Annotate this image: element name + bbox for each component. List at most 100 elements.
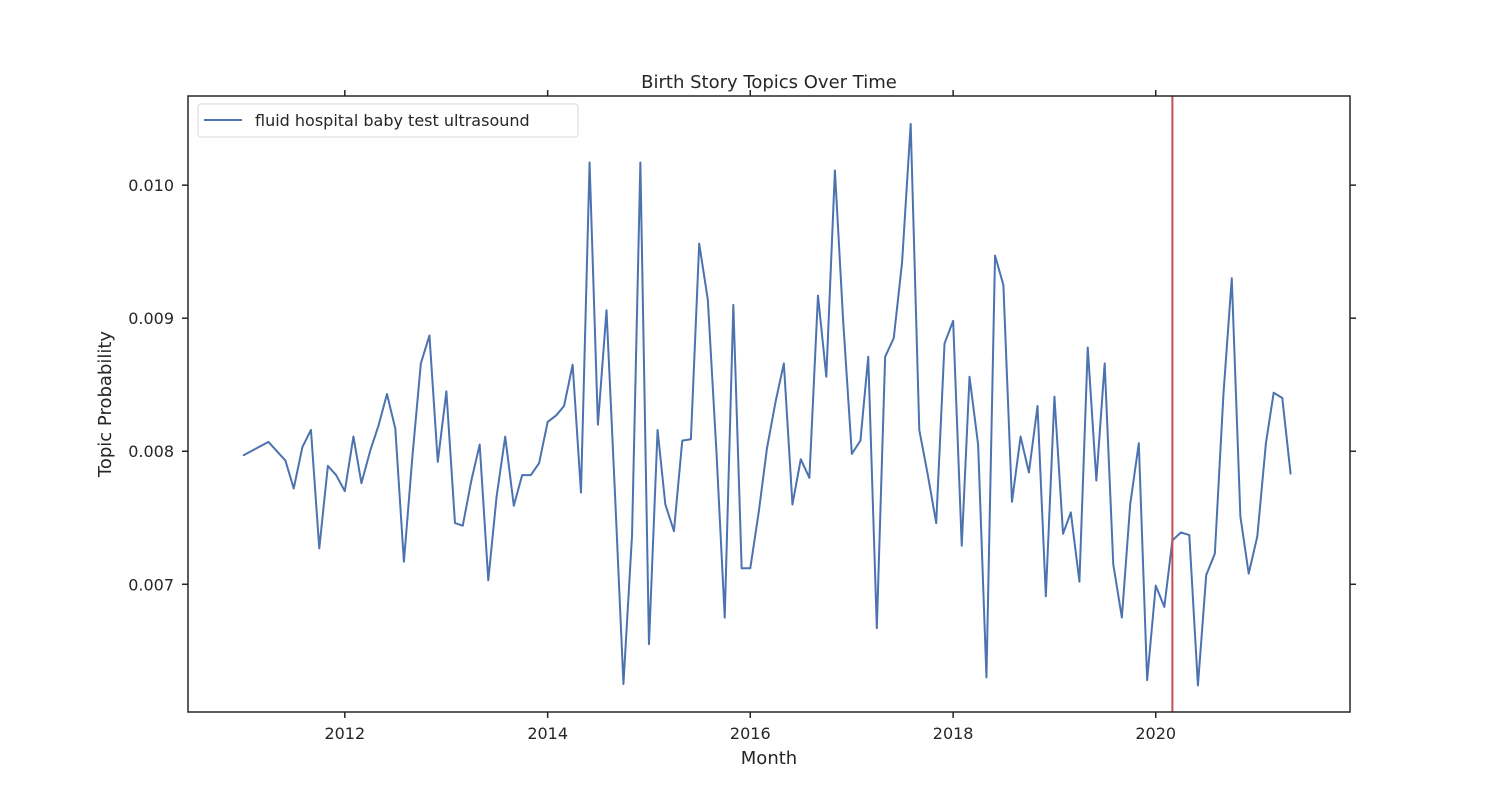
- data-point: [943, 342, 946, 345]
- data-point: [478, 443, 481, 446]
- data-point: [1214, 552, 1216, 555]
- x-tick-label: 2012: [324, 724, 365, 743]
- data-point: [242, 454, 245, 457]
- data-point: [461, 524, 464, 527]
- data-point: [614, 495, 616, 498]
- data-point: [740, 567, 743, 570]
- data-point: [420, 362, 422, 365]
- data-point: [994, 254, 996, 257]
- data-point: [758, 510, 760, 512]
- data-point: [495, 495, 498, 498]
- data-point: [842, 321, 845, 323]
- data-point: [1230, 277, 1233, 280]
- data-point: [622, 683, 625, 685]
- data-point: [707, 298, 709, 301]
- data-point: [664, 503, 667, 506]
- data-point: [504, 435, 507, 438]
- data-point: [1239, 515, 1242, 518]
- y-tick-label: 0.009: [128, 309, 174, 328]
- data-point: [428, 334, 431, 337]
- data-point: [327, 465, 329, 467]
- data-point: [1028, 471, 1030, 474]
- data-point: [292, 487, 295, 490]
- data-point: [284, 459, 287, 462]
- data-point: [639, 161, 642, 164]
- y-tick-label: 0.007: [128, 575, 174, 594]
- data-point: [901, 261, 903, 264]
- data-point: [825, 375, 828, 378]
- data-point: [1045, 595, 1047, 598]
- plot-frame: [187, 95, 1351, 713]
- data-point: [377, 425, 380, 427]
- data-point: [436, 461, 439, 463]
- data-point: [386, 393, 388, 395]
- data-point: [690, 438, 692, 441]
- data-point: [1146, 679, 1148, 681]
- data-point: [1129, 503, 1131, 506]
- data-point: [597, 423, 599, 426]
- data-point: [723, 616, 726, 619]
- data-point: [1036, 405, 1039, 407]
- data-point: [791, 503, 794, 506]
- data-point: [344, 490, 346, 492]
- data-point: [766, 447, 768, 450]
- data-point: [1078, 580, 1081, 583]
- chart-title: Birth Story Topics Over Time: [641, 72, 897, 93]
- data-point: [859, 439, 862, 442]
- data-point: [394, 427, 397, 430]
- data-point: [1205, 574, 1208, 576]
- series-layer: [242, 122, 1292, 687]
- data-point: [892, 337, 895, 339]
- data-point: [817, 294, 819, 297]
- data-point: [960, 544, 963, 547]
- data-point: [1265, 442, 1267, 445]
- data-point: [487, 579, 490, 582]
- y-tick-label: 0.008: [128, 442, 174, 461]
- data-point: [571, 363, 574, 366]
- data-point: [454, 522, 456, 524]
- legend: fluid hospital baby test ultrasound: [197, 103, 579, 138]
- data-point: [318, 547, 321, 550]
- data-point: [952, 320, 954, 322]
- data-point: [648, 643, 650, 645]
- data-point: [884, 355, 886, 358]
- data-point: [445, 390, 448, 393]
- data-point: [1281, 397, 1284, 399]
- data-point: [715, 450, 718, 453]
- data-point: [1180, 531, 1182, 534]
- data-point: [673, 530, 675, 532]
- data-point: [1163, 606, 1166, 608]
- data-point: [605, 309, 608, 312]
- data-point: [1197, 684, 1199, 687]
- data-point: [918, 429, 921, 431]
- ticks: 2012 2014 2016 2018 2020 0.007 0.008 0.009 0.010: [128, 90, 1356, 743]
- data-point: [985, 676, 988, 679]
- data-point: [1053, 395, 1056, 398]
- data-point: [1095, 479, 1098, 482]
- data-point: [1011, 500, 1013, 503]
- data-point: [1019, 435, 1022, 438]
- data-point: [411, 454, 414, 457]
- data-point: [580, 491, 582, 494]
- data-point: [977, 443, 979, 446]
- x-tick-label: 2014: [527, 724, 568, 743]
- data-point: [403, 560, 405, 563]
- data-point: [538, 462, 540, 465]
- data-point: [851, 453, 853, 455]
- data-point: [774, 401, 777, 403]
- data-point: [360, 482, 363, 484]
- data-point: [1289, 473, 1292, 475]
- data-point: [1154, 584, 1157, 587]
- data-point: [335, 474, 338, 476]
- data-point: [935, 522, 938, 524]
- data-point: [909, 123, 912, 125]
- data-point: [521, 474, 523, 476]
- data-point: [369, 450, 371, 453]
- data-point: [563, 405, 565, 407]
- y-axis-label: Topic Probability: [95, 331, 116, 478]
- legend-label: fluid hospital baby test ultrasound: [255, 111, 530, 130]
- data-point: [1062, 532, 1064, 535]
- data-point: [1256, 535, 1259, 538]
- data-point: [470, 479, 473, 482]
- data-point: [267, 441, 270, 443]
